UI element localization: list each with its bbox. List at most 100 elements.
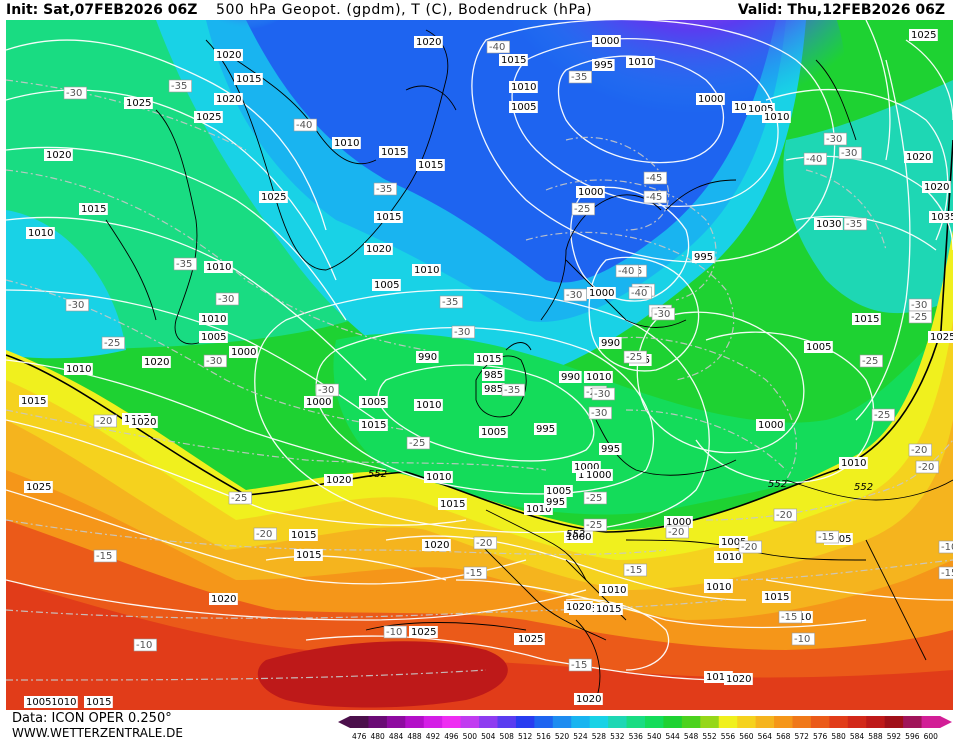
- colorbar-swatch: [829, 716, 849, 728]
- colorbar-label: 600: [924, 732, 939, 741]
- colorbar-swatch: [626, 716, 646, 728]
- colorbar-label: 536: [629, 732, 644, 741]
- svg-text:-25: -25: [911, 312, 927, 323]
- map-title: 500 hPa Geopot. (gpdm), T (C), Bodendruc…: [216, 2, 593, 18]
- temperature-label: -20: [665, 525, 689, 539]
- colorbar-label: 596: [905, 732, 920, 741]
- temperature-label: -25: [406, 436, 430, 450]
- temperature-label: -25: [583, 491, 607, 505]
- isobar-label: 1010: [839, 457, 868, 469]
- isobar-label: 1025: [516, 633, 545, 645]
- svg-text:1010: 1010: [426, 472, 451, 483]
- colorbar-label: 548: [684, 732, 699, 741]
- svg-text:1020: 1020: [906, 152, 931, 163]
- temperature-label: -10: [938, 540, 953, 554]
- colorbar-label: 532: [610, 732, 625, 741]
- svg-text:1020: 1020: [576, 694, 601, 705]
- isobar-label: 1000: [229, 346, 258, 358]
- svg-text:-30: -30: [911, 300, 927, 311]
- geopot-label: 552: [768, 479, 787, 490]
- temperature-label: -15: [463, 566, 487, 580]
- colorbar-swatch: [479, 716, 498, 728]
- temperature-label: -25: [623, 350, 647, 364]
- temperature-label: -30: [315, 383, 339, 397]
- temperature-label: -20: [473, 536, 497, 550]
- svg-text:1010: 1010: [764, 112, 789, 123]
- svg-text:1020: 1020: [211, 594, 236, 605]
- svg-text:-30: -30: [206, 356, 222, 367]
- colorbar-swatch: [497, 716, 517, 728]
- svg-text:-15: -15: [781, 612, 797, 623]
- isobar-label: 1020: [142, 356, 171, 368]
- svg-text:-25: -25: [409, 438, 425, 449]
- temperature-labels: -30-35-40-40-35-30-35-30-30-25-30-30-35-…: [63, 40, 953, 672]
- svg-text:1015: 1015: [596, 604, 621, 615]
- svg-text:-20: -20: [776, 510, 792, 521]
- colorbar-swatch: [847, 716, 867, 728]
- svg-text:-30: -30: [66, 88, 82, 99]
- isobar-label: 1010: [599, 584, 628, 596]
- svg-text:-20: -20: [476, 538, 492, 549]
- svg-text:1010: 1010: [206, 262, 231, 273]
- colorbar-label: 504: [481, 732, 496, 741]
- isobar-label: 1010: [332, 137, 361, 149]
- isobar-label: 1010: [584, 371, 613, 383]
- svg-text:1010: 1010: [841, 458, 866, 469]
- svg-text:1020: 1020: [366, 244, 391, 255]
- isobar-label: 1020: [922, 181, 951, 193]
- svg-text:1005: 1005: [361, 397, 386, 408]
- isobar-label: 1010: [204, 261, 233, 273]
- temperature-label: -30: [215, 292, 239, 306]
- isobar-label: 1010: [49, 696, 78, 708]
- isobar-label: 1000: [564, 531, 593, 543]
- svg-text:1015: 1015: [236, 74, 261, 85]
- temperature-label: -45: [643, 171, 667, 185]
- colorbar-label: 556: [721, 732, 736, 741]
- svg-text:1015: 1015: [86, 697, 111, 708]
- isobar-label: 1005: [359, 396, 388, 408]
- colorbar-label: 492: [426, 732, 441, 741]
- map-header: Init: Sat,07FEB2026 06Z 500 hPa Geopot. …: [0, 0, 959, 20]
- temperature-label: -15: [778, 610, 802, 624]
- isobar-label: 1015: [84, 696, 113, 708]
- colorbar-swatch: [589, 716, 609, 728]
- isobar-label: 1015: [499, 54, 528, 66]
- isobar-label: 1000: [664, 516, 693, 528]
- isobar-label: 1015: [359, 419, 388, 431]
- svg-text:1005: 1005: [374, 280, 399, 291]
- svg-text:1010: 1010: [28, 228, 53, 239]
- svg-text:-20: -20: [918, 462, 934, 473]
- svg-text:-30: -30: [318, 385, 334, 396]
- geopot-labels: 552 552 552 552: [368, 469, 873, 540]
- temperature-lines: [6, 79, 953, 681]
- svg-text:1015: 1015: [291, 530, 316, 541]
- isobar-label: 1025: [124, 97, 153, 109]
- temperature-label: -25: [871, 408, 895, 422]
- svg-text:-35: -35: [376, 184, 392, 195]
- svg-text:1020: 1020: [416, 37, 441, 48]
- field-teal-mid: [333, 320, 953, 515]
- colorbar-swatch: [755, 716, 775, 728]
- temperature-label: -35: [168, 79, 192, 93]
- temperature-label: -30: [651, 307, 675, 321]
- colorbar-label: 540: [647, 732, 662, 741]
- svg-text:-40: -40: [631, 288, 647, 299]
- svg-text:-20: -20: [668, 527, 684, 538]
- svg-text:1010: 1010: [526, 504, 551, 515]
- svg-text:1015: 1015: [361, 420, 386, 431]
- svg-text:1010: 1010: [716, 552, 741, 563]
- isobar-label: 1025: [24, 481, 53, 493]
- svg-text:1010: 1010: [601, 585, 626, 596]
- map-footer: Data: ICON OPER 0.250° WWW.WETTERZENTRAL…: [0, 710, 959, 741]
- svg-text:1010: 1010: [416, 400, 441, 411]
- temperature-label: -15: [568, 658, 592, 672]
- isobar-label: 1015: [374, 211, 403, 223]
- svg-text:1020: 1020: [424, 540, 449, 551]
- colorbar-swatch: [423, 716, 443, 728]
- isobar-label: 1015: [762, 591, 791, 603]
- svg-text:1015: 1015: [376, 212, 401, 223]
- svg-text:-15: -15: [626, 565, 642, 576]
- temperature-label: -45: [643, 190, 667, 204]
- svg-text:1005: 1005: [546, 486, 571, 497]
- isobar-label: 1035: [929, 211, 953, 223]
